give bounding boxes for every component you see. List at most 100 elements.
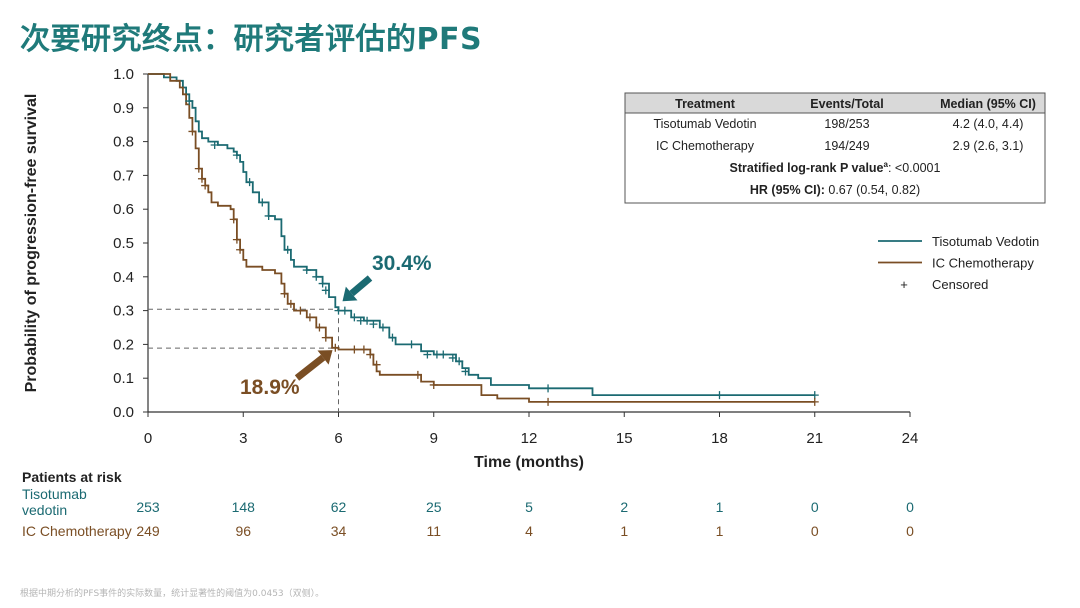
censor-mark-tv	[185, 97, 194, 106]
x-tick-label: 24	[902, 430, 919, 447]
arrow-tv	[349, 275, 373, 297]
censor-mark-tv	[407, 340, 416, 349]
y-tick-label: 1.0	[113, 66, 134, 83]
stats-cell: Tisotumab Vedotin	[653, 117, 756, 131]
risk-value: 4	[525, 523, 533, 539]
censor-mark-tv	[302, 266, 311, 275]
censor-mark-tv	[210, 140, 219, 149]
x-tick-label: 12	[521, 430, 538, 447]
x-tick-label: 0	[144, 430, 152, 447]
stats-pvalue: Stratified log-rank P valuea: <0.0001	[730, 160, 941, 175]
risk-value: 0	[906, 523, 914, 539]
censor-mark-tv	[258, 198, 267, 207]
legend-swatch-censored: +	[900, 277, 908, 292]
chart-axes: 0.0 0.1 0.2 0.3 0.4 0.5 0.6 0.7 0.8 0.9 1.0 0 3 6 9 12 1…	[23, 66, 918, 471]
censor-mark-ic	[366, 350, 375, 359]
stats-header-cell: Events/Total	[810, 97, 883, 111]
censor-mark-tv	[369, 320, 378, 329]
censor-mark-ic	[544, 397, 553, 406]
stats-hr: HR (95% CI): 0.67 (0.54, 0.82)	[750, 183, 920, 197]
arrowhead-tv	[342, 286, 358, 302]
arrow-ic	[294, 354, 326, 381]
censor-mark-tv	[264, 211, 273, 220]
censor-mark-tv	[715, 391, 724, 400]
stats-header-cell: Median (95% CI)	[940, 97, 1036, 111]
y-tick-label: 0.1	[113, 370, 134, 387]
censor-mark-ic	[321, 333, 330, 342]
censor-mark-tv	[544, 384, 553, 393]
risk-value: 0	[811, 523, 819, 539]
y-tick-label: 0.5	[113, 235, 134, 252]
risk-value: 11	[426, 523, 441, 539]
stats-cell: 2.9 (2.6, 3.1)	[953, 139, 1024, 153]
censor-mark-tv	[388, 333, 397, 342]
censor-mark-ic	[359, 345, 368, 354]
censor-mark-tv	[461, 367, 470, 376]
censor-mark-tv	[312, 272, 321, 281]
stats-cell: 198/253	[824, 117, 869, 131]
stats-cell: IC Chemotherapy	[656, 139, 755, 153]
censor-mark-tv	[363, 316, 372, 325]
censor-mark-ic	[201, 181, 210, 190]
censor-mark-tv	[232, 151, 241, 160]
censor-mark-ic	[429, 380, 438, 389]
x-tick-label: 3	[239, 430, 247, 447]
y-tick-label: 0.9	[113, 100, 134, 117]
annotations: 30.4% 18.9%	[240, 252, 432, 399]
stats-cell: 194/249	[824, 139, 869, 153]
risk-value: 25	[426, 499, 442, 515]
y-tick-label: 0.2	[113, 336, 134, 353]
censor-mark-tv	[448, 353, 457, 362]
censor-mark-ic	[296, 306, 305, 315]
y-tick-label: 0.3	[113, 303, 134, 320]
censor-mark-tv	[318, 279, 327, 288]
page-title: 次要研究终点：研究者评估的PFS	[20, 22, 483, 57]
censor-mark-ic	[280, 289, 289, 298]
risk-table-title: Patients at risk	[22, 469, 122, 485]
risk-row-label: vedotin	[22, 502, 67, 518]
censor-mark-ic	[229, 215, 238, 224]
x-tick-label: 6	[334, 430, 342, 447]
censor-mark-tv	[455, 357, 464, 366]
risk-value: 249	[136, 523, 160, 539]
censor-mark-ic	[372, 360, 381, 369]
censor-mark-ic	[413, 370, 422, 379]
stats-table: Treatment Events/Total Median (95% CI) Tiso…	[624, 92, 1046, 204]
risk-value: 253	[136, 499, 160, 515]
censor-mark-ic	[194, 164, 203, 173]
censor-mark-ic	[286, 299, 295, 308]
risk-value: 1	[620, 523, 628, 539]
x-tick-label: 18	[711, 430, 728, 447]
risk-value: 0	[811, 499, 819, 515]
censor-mark-ic	[305, 313, 314, 322]
risk-value: 5	[525, 499, 533, 515]
risk-value: 1	[716, 523, 724, 539]
x-axis-label: Time (months)	[474, 454, 584, 471]
risk-value: 0	[906, 499, 914, 515]
risk-value: 62	[331, 499, 347, 515]
legend: Tisotumab Vedotin IC Chemotherapy + Censore…	[878, 234, 1039, 292]
risk-row-label: IC Chemotherapy	[22, 523, 132, 539]
y-tick-label: 0.8	[113, 134, 134, 151]
stats-header-cell: Treatment	[675, 97, 736, 111]
curve-ic	[148, 73, 815, 403]
x-tick-label: 15	[616, 430, 633, 447]
censor-mark-ic	[232, 235, 241, 244]
legend-label: Tisotumab Vedotin	[932, 234, 1039, 249]
risk-value: 2	[620, 499, 628, 515]
censor-mark-ic	[197, 174, 206, 183]
censor-mark-ic	[236, 245, 245, 254]
annotation-label-ic: 18.9%	[240, 376, 300, 399]
censor-mark-tv	[340, 306, 349, 315]
legend-label: Censored	[932, 277, 988, 292]
censor-mark-tv	[423, 350, 432, 359]
risk-value: 1	[716, 499, 724, 515]
censor-mark-tv	[283, 245, 292, 254]
stats-table-header-bg	[624, 92, 1046, 114]
x-tick-label: 9	[430, 430, 438, 447]
censor-mark-tv	[810, 391, 819, 400]
y-tick-label: 0.6	[113, 201, 134, 218]
x-tick-label: 21	[806, 430, 823, 447]
